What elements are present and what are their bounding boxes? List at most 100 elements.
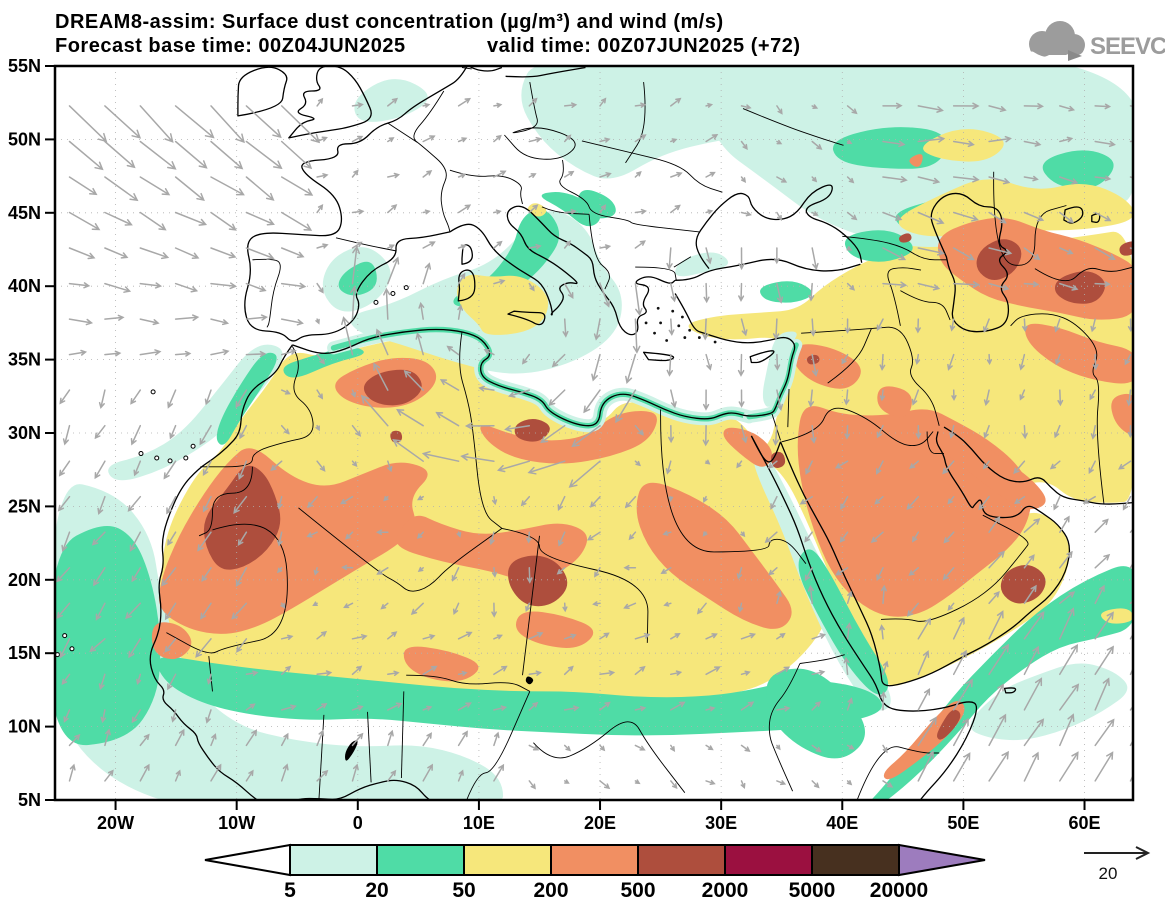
wind-arrow bbox=[943, 531, 955, 544]
colorbar-segment bbox=[637, 844, 726, 876]
wind-arrow bbox=[167, 531, 177, 546]
wind-arrow bbox=[776, 590, 782, 605]
wind-arrow bbox=[776, 176, 788, 183]
wind-arrow bbox=[316, 353, 326, 365]
wind-arrow bbox=[202, 495, 212, 513]
wind-arrow bbox=[705, 133, 719, 143]
dust-region bbox=[887, 265, 939, 299]
wind-arrow bbox=[702, 531, 708, 537]
wind-arrow bbox=[592, 601, 601, 607]
wind-arrow bbox=[422, 241, 436, 249]
wind-arrow bbox=[98, 673, 106, 691]
wind-arrow bbox=[350, 285, 358, 320]
wind-arrow bbox=[983, 424, 990, 439]
country-border bbox=[533, 721, 686, 793]
coastline bbox=[675, 258, 861, 281]
wind-arrow bbox=[316, 173, 329, 179]
dust-region bbox=[899, 233, 912, 243]
wind-arrow bbox=[983, 389, 990, 407]
wind-arrow bbox=[457, 244, 467, 250]
wind-arrow bbox=[949, 318, 956, 332]
wind-arrow bbox=[917, 135, 946, 143]
dust-region bbox=[760, 281, 812, 303]
wind-arrow bbox=[457, 137, 468, 143]
wind-arrow bbox=[599, 744, 606, 752]
dust-region bbox=[55, 484, 504, 800]
wind-arrow bbox=[737, 353, 745, 377]
wind-arrow bbox=[811, 104, 819, 109]
wind-arrow bbox=[1094, 584, 1105, 605]
wind-arrow bbox=[1094, 645, 1114, 676]
wind-arrow bbox=[811, 633, 827, 640]
wind-arrow bbox=[988, 515, 1001, 533]
wind-arrow bbox=[68, 733, 81, 747]
wind-arrow bbox=[139, 763, 150, 782]
colorbar-tick-label: 500 bbox=[620, 879, 655, 902]
dust-region bbox=[363, 369, 422, 406]
country-border bbox=[625, 82, 646, 164]
wind-arrow bbox=[915, 424, 922, 440]
wind-arrow bbox=[599, 204, 607, 214]
logo-text: SEEVCCC bbox=[1090, 33, 1165, 60]
country-border bbox=[501, 527, 649, 643]
wind-arrow bbox=[1059, 515, 1070, 533]
wind-arrow bbox=[988, 105, 1007, 113]
wind-arrow bbox=[1059, 751, 1079, 782]
wind-arrow bbox=[280, 282, 307, 290]
wind-arrow bbox=[599, 780, 611, 790]
wind-arrow bbox=[392, 438, 424, 462]
coastline bbox=[449, 205, 676, 336]
wind-arrow bbox=[1059, 176, 1079, 185]
wind-arrow bbox=[705, 666, 721, 676]
wind-arrow bbox=[882, 176, 908, 183]
wind-arrow bbox=[1094, 553, 1111, 569]
wind-arrow bbox=[1094, 211, 1112, 222]
wind-arrow bbox=[351, 208, 365, 215]
wind-arrow bbox=[245, 729, 258, 747]
wind-arrow bbox=[375, 328, 389, 356]
coastline bbox=[1003, 687, 1017, 694]
wind-arrow bbox=[705, 247, 712, 265]
wind-arrow bbox=[174, 105, 215, 139]
wind-arrow bbox=[129, 531, 142, 552]
colorbar-segment bbox=[463, 844, 552, 876]
island bbox=[644, 321, 648, 325]
wind-arrow bbox=[599, 282, 611, 308]
wind-arrow bbox=[846, 105, 858, 115]
wind-arrow bbox=[906, 602, 920, 617]
wind-arrow bbox=[528, 780, 536, 790]
wind-arrow bbox=[236, 638, 248, 653]
wind-arrow bbox=[306, 531, 318, 538]
wind-arrow bbox=[139, 211, 167, 231]
chart-title: DREAM8-assim: Surface dust concentration… bbox=[55, 11, 724, 33]
wind-arrow bbox=[670, 204, 681, 214]
wind-arrow bbox=[104, 350, 122, 357]
wind-arrow bbox=[422, 262, 432, 285]
wind-arrow bbox=[280, 140, 313, 170]
wind-arrow bbox=[562, 602, 568, 613]
wind-arrow bbox=[95, 602, 106, 621]
country-border bbox=[466, 691, 531, 800]
lat-tick-label: 15N bbox=[8, 643, 41, 663]
wind-arrow bbox=[245, 247, 275, 260]
island bbox=[403, 285, 409, 291]
wind-arrow bbox=[634, 171, 642, 178]
wind-arrow bbox=[104, 105, 142, 139]
wind-reference: 20 bbox=[1084, 846, 1151, 883]
wind-arrow bbox=[130, 389, 142, 405]
wind-arrow bbox=[316, 729, 325, 747]
wind-arrow bbox=[387, 460, 393, 473]
colorbar-segment bbox=[724, 844, 813, 876]
coastline bbox=[930, 192, 1010, 333]
wind-arrow bbox=[634, 208, 647, 215]
wind-arrow bbox=[1022, 424, 1028, 440]
wind-arrow bbox=[583, 389, 601, 414]
country-border bbox=[673, 256, 692, 268]
wind-arrow bbox=[131, 709, 142, 724]
wind-arrow bbox=[383, 287, 391, 320]
wind-arrow bbox=[1082, 495, 1096, 504]
wind-arrow bbox=[351, 763, 359, 782]
wind-arrow bbox=[387, 769, 397, 782]
wind-arrow bbox=[1126, 389, 1133, 407]
wind-arrow bbox=[316, 243, 329, 249]
